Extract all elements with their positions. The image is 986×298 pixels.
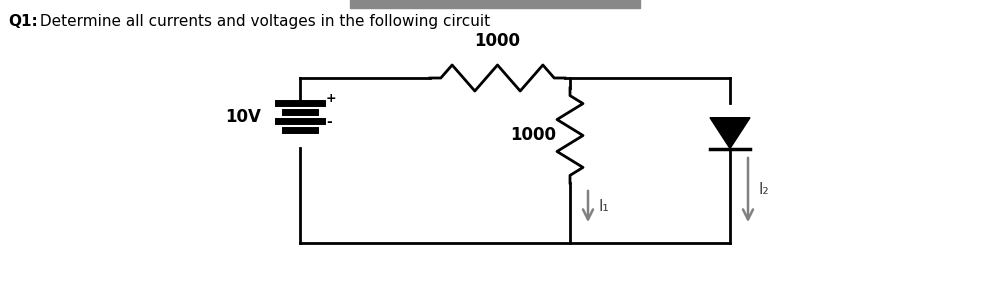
Text: +: +	[326, 92, 336, 105]
Text: Q1:: Q1:	[8, 14, 37, 29]
Text: Determine all currents and voltages in the following circuit: Determine all currents and voltages in t…	[35, 14, 490, 29]
Bar	[350, 0, 640, 8]
Text: 1000: 1000	[474, 32, 521, 50]
Text: 1000: 1000	[510, 126, 556, 145]
Text: 10V: 10V	[225, 108, 261, 126]
Text: I₂: I₂	[758, 182, 769, 198]
Polygon shape	[710, 118, 750, 148]
Text: -: -	[326, 115, 331, 129]
Text: I₁: I₁	[598, 199, 608, 214]
